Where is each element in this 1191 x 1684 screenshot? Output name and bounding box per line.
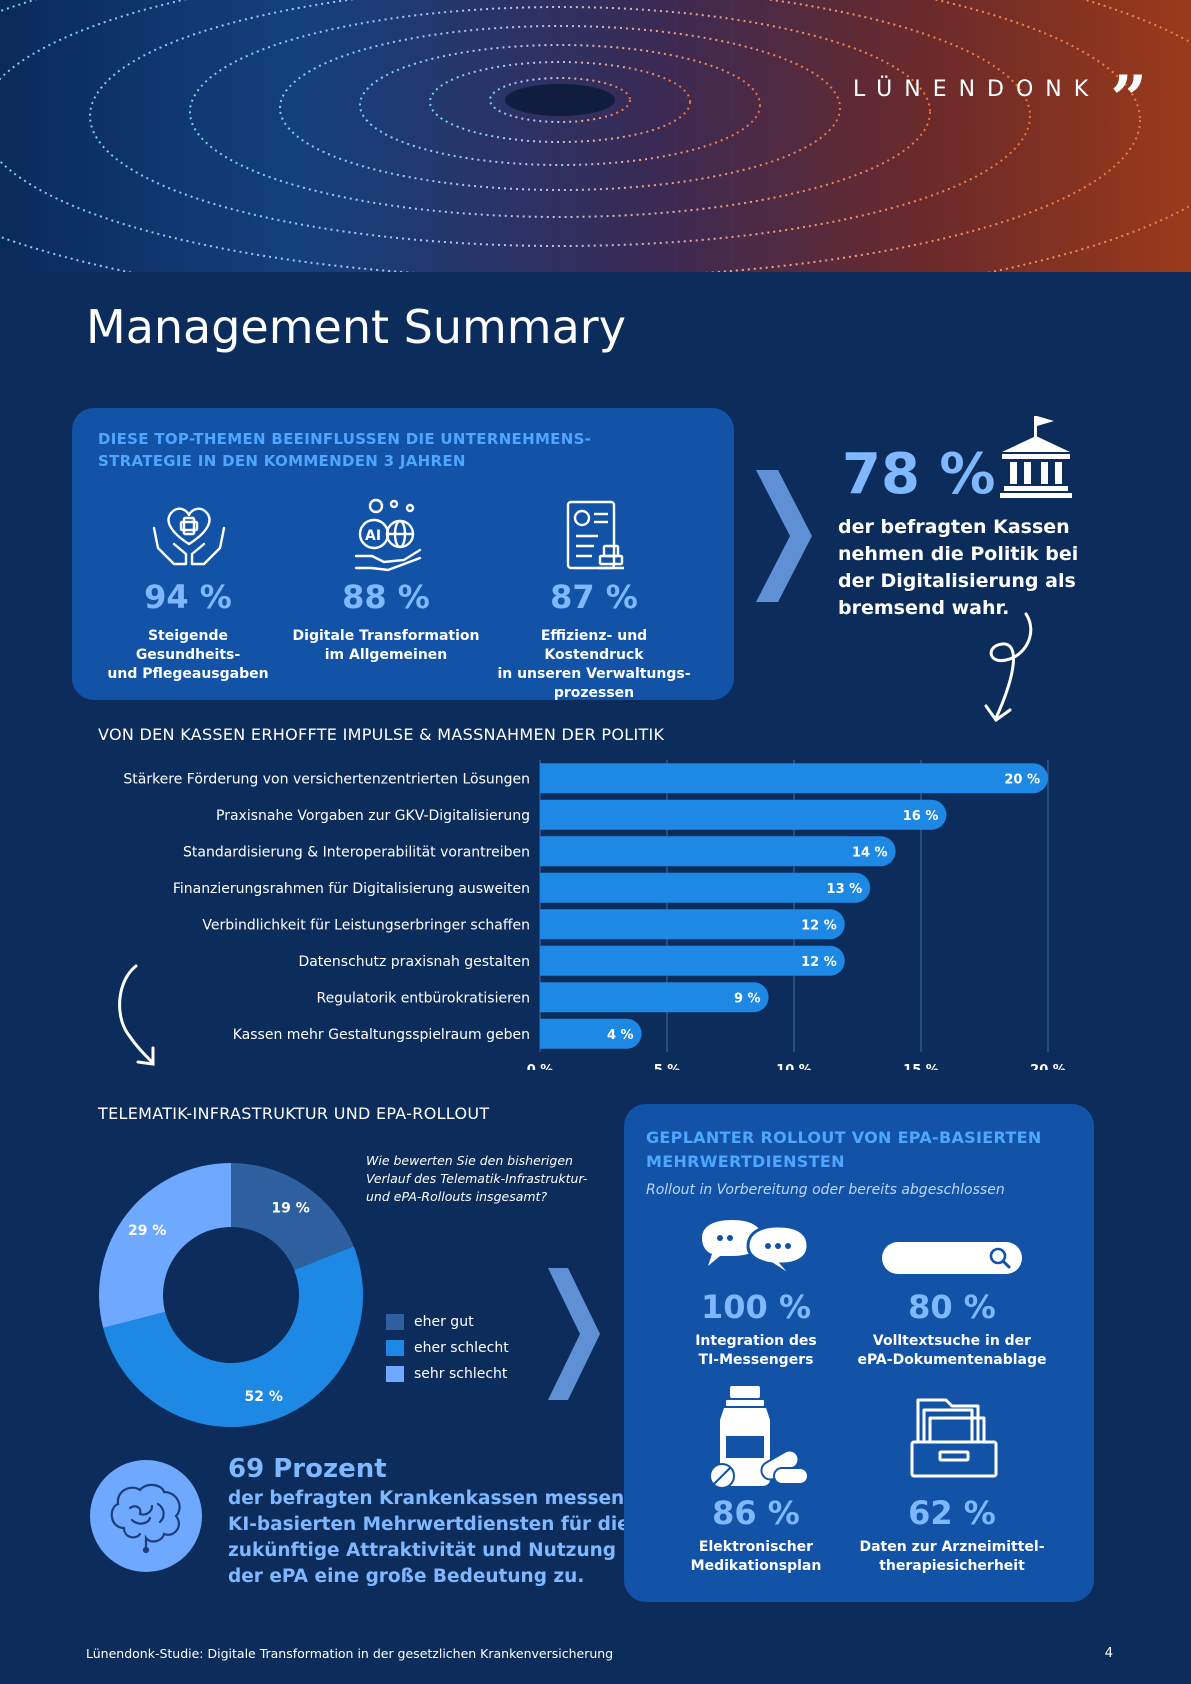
government-building-icon [1000, 416, 1072, 498]
chevron-right-icon [756, 470, 812, 602]
bar-chart: 0 % 5 % 10 % 15 % 20 % Stärkere Förderung von… [123, 760, 1066, 1070]
bar [540, 799, 947, 830]
theme-value-1: 94 % [144, 578, 232, 616]
donut-slice [103, 1246, 363, 1427]
theme-value-2: 88 % [342, 578, 430, 616]
bar [540, 836, 896, 867]
bar-category-label: Standardisierung & Interoperabilität vor… [183, 844, 530, 860]
rollout-value-3: 86 % [712, 1494, 800, 1532]
theme-label-1: Steigende Gesundheits- und Pflegeausgabe… [107, 628, 269, 682]
donut-slice-label: 29 % [128, 1223, 166, 1239]
brain-icon-badge [90, 1460, 202, 1572]
donut-slice-label: 19 % [271, 1200, 309, 1216]
theme-label-2: Digitale Transformation im Allgemeinen [292, 628, 480, 663]
ki-headline: 69 Prozent [228, 1454, 387, 1484]
legend-item-sehr-schlecht: sehr schlecht [386, 1366, 507, 1382]
bar [540, 763, 1048, 794]
rollout-label-3: Elektronischer Medikationsplan [690, 1539, 822, 1574]
bar-value-label: 13 % [827, 882, 863, 897]
file-cabinet-icon [910, 1398, 998, 1478]
luenendonk-logo: LÜNENDONK ” [852, 62, 1147, 137]
legend-swatch [386, 1314, 404, 1330]
bar [540, 909, 845, 940]
bar-value-label: 12 % [801, 918, 837, 933]
legend-item-eher-gut: eher gut [386, 1314, 474, 1330]
theme-value-3: 87 % [550, 578, 638, 616]
document-stamp-icon [566, 500, 624, 570]
curly-arrow-icon [984, 612, 1033, 723]
rollout-value-4: 62 % [908, 1494, 996, 1532]
rollout-subheading: Rollout in Vorbereitung oder bereits abg… [646, 1182, 1005, 1198]
top-themes-heading: DIESE TOP-THEMEN BEEINFLUSSEN DIE UNTERN… [98, 430, 592, 470]
svg-text:AI: AI [365, 528, 381, 544]
legend-swatch [386, 1366, 404, 1382]
bar [540, 1018, 642, 1049]
donut-chart: 19 % 52 % 29 % [98, 1163, 363, 1427]
legend-item-eher-schlecht: eher schlecht [386, 1340, 509, 1356]
medication-icon [709, 1386, 809, 1488]
ai-globe-hand-icon: AI [354, 498, 422, 572]
rollout-value-2: 80 % [908, 1288, 996, 1326]
bar-value-label: 16 % [903, 809, 939, 824]
bar [540, 982, 769, 1013]
rollout-label-1: Integration des TI-Messengers [695, 1333, 817, 1368]
hero-image: LÜNENDONK ” [0, 0, 1191, 272]
bar-category-label: Kassen mehr Gestaltungsspielraum geben [233, 1027, 530, 1043]
bar-value-label: 12 % [801, 955, 837, 970]
bar-category-label: Stärkere Förderung von versichertenzentr… [123, 771, 530, 787]
page-number: 4 [1104, 1646, 1113, 1661]
swirl-graphic [0, 0, 1191, 272]
x-tick-label: 5 % [654, 1063, 681, 1070]
rollout-heading: GEPLANTER ROLLOUT VON EPA-BASIERTEN MEHR… [646, 1128, 1042, 1171]
brain-icon [110, 1483, 181, 1554]
x-tick-label: 20 % [1030, 1063, 1066, 1070]
politics-text: der befragten Kassen nehmen die Politik … [838, 516, 1079, 619]
x-tick-label: 0 % [527, 1063, 554, 1070]
ki-text: der befragten Krankenkassen messen KI-ba… [228, 1488, 630, 1587]
rollout-label-4: Daten zur Arzneimittel- therapiesicherhe… [859, 1539, 1045, 1574]
bar-value-label: 9 % [734, 991, 761, 1006]
legend-swatch [386, 1340, 404, 1356]
chevron-right-icon [548, 1268, 600, 1400]
rollout-value-1: 100 % [701, 1288, 811, 1326]
curly-arrow-icon [118, 964, 155, 1066]
bar [540, 872, 871, 903]
donut-slice-label: 52 % [245, 1389, 283, 1405]
rollout-panel [624, 1104, 1094, 1602]
bar-value-label: 20 % [1004, 772, 1040, 787]
bar [540, 945, 845, 976]
x-tick-label: 15 % [903, 1063, 939, 1070]
donut-slice [231, 1163, 354, 1270]
bar-value-label: 14 % [852, 845, 888, 860]
bar-category-label: Verbindlichkeit für Leistungserbringer s… [202, 917, 530, 933]
heart-hands-icon [152, 507, 226, 566]
footer-text: Lünendonk-Studie: Digitale Transformatio… [86, 1646, 614, 1661]
rollout-label-2: Volltextsuche in der ePA-Dokumentenablag… [857, 1333, 1047, 1368]
x-tick-label: 10 % [776, 1063, 812, 1070]
chat-bubbles-icon [702, 1220, 810, 1280]
donut-title: TELEMATIK-INFRASTRUKTUR UND EPA-ROLLOUT [98, 1104, 490, 1123]
bar-category-label: Datenschutz praxisnah gestalten [298, 954, 530, 970]
search-bar-icon [882, 1242, 1022, 1274]
politics-value: 78 % [842, 442, 996, 507]
donut-question: Wie bewerten Sie den bisherigen Verlauf … [366, 1153, 588, 1204]
bar-category-label: Finanzierungsrahmen für Digitalisierung … [173, 881, 530, 897]
theme-label-3: Effizienz- und Kostendruck in unseren Ve… [497, 628, 691, 701]
bar-value-label: 4 % [607, 1028, 634, 1043]
bar-category-label: Praxisnahe Vorgaben zur GKV-Digitalisier… [216, 808, 530, 824]
donut-slice [98, 1163, 231, 1328]
top-themes-panel [72, 408, 734, 700]
page-title: Management Summary [86, 300, 626, 354]
bar-chart-title: VON DEN KASSEN ERHOFFTE IMPULSE & MASSNA… [98, 725, 665, 744]
bar-category-label: Regulatorik entbürokratisieren [317, 990, 531, 1006]
